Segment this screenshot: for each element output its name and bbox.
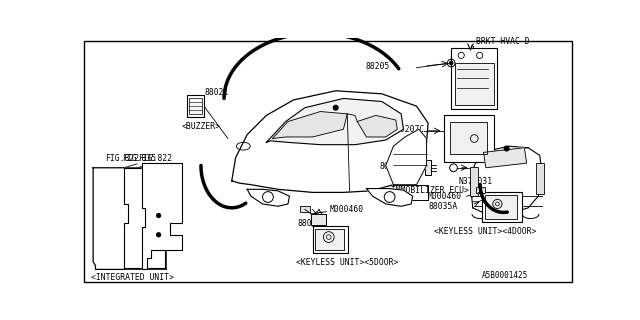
Polygon shape [357, 116, 397, 137]
Polygon shape [141, 163, 182, 269]
Circle shape [333, 105, 338, 110]
Bar [451, 48, 497, 109]
Circle shape [157, 233, 161, 237]
Polygon shape [367, 188, 413, 206]
Text: M000460: M000460 [330, 205, 364, 214]
Text: A5B0001425: A5B0001425 [482, 271, 528, 280]
Polygon shape [266, 99, 403, 145]
Text: FIG.822: FIG.822 [139, 154, 173, 163]
Text: <BUZZER>: <BUZZER> [182, 122, 221, 131]
Text: <KEYLESS UNIT><4DOOR>: <KEYLESS UNIT><4DOOR> [435, 227, 536, 236]
Polygon shape [273, 112, 348, 139]
Text: M000460: M000460 [428, 192, 462, 201]
Polygon shape [386, 129, 427, 185]
Bar [485, 196, 517, 219]
Text: <INTEGRATED UNIT>: <INTEGRATED UNIT> [91, 273, 173, 282]
Circle shape [504, 146, 509, 151]
Text: 86238: 86238 [379, 162, 403, 171]
Text: FIG.835: FIG.835 [122, 154, 156, 163]
Polygon shape [484, 148, 527, 168]
Bar [476, 187, 485, 193]
Text: 99207C: 99207C [395, 125, 424, 134]
Polygon shape [124, 168, 164, 268]
Text: <IMMOBILIZER ECU>: <IMMOBILIZER ECU> [386, 186, 468, 195]
Text: N370031: N370031 [459, 177, 493, 186]
Bar [536, 163, 543, 194]
Bar [187, 95, 204, 117]
Bar [455, 63, 493, 105]
Bar [425, 160, 431, 175]
Bar [315, 228, 344, 250]
Text: FIG.822: FIG.822 [105, 154, 139, 163]
Text: 88021: 88021 [205, 88, 229, 97]
Polygon shape [247, 189, 289, 206]
Bar [450, 122, 486, 154]
Bar [300, 206, 310, 212]
Circle shape [157, 213, 161, 217]
Bar [189, 99, 202, 114]
Bar [470, 167, 478, 196]
Text: 88035A: 88035A [297, 219, 326, 228]
Polygon shape [93, 168, 166, 269]
Polygon shape [232, 91, 428, 192]
Bar [311, 214, 326, 225]
Text: 88035A: 88035A [428, 202, 458, 211]
Circle shape [450, 61, 452, 65]
Text: <KEYLESS UNIT><5DOOR>: <KEYLESS UNIT><5DOOR> [296, 258, 398, 267]
Text: BRKT HVAC D: BRKT HVAC D [476, 37, 529, 46]
Bar [482, 192, 522, 222]
Polygon shape [470, 146, 542, 214]
Bar [312, 226, 348, 253]
Text: 88205: 88205 [365, 62, 390, 71]
Bar [444, 116, 493, 162]
